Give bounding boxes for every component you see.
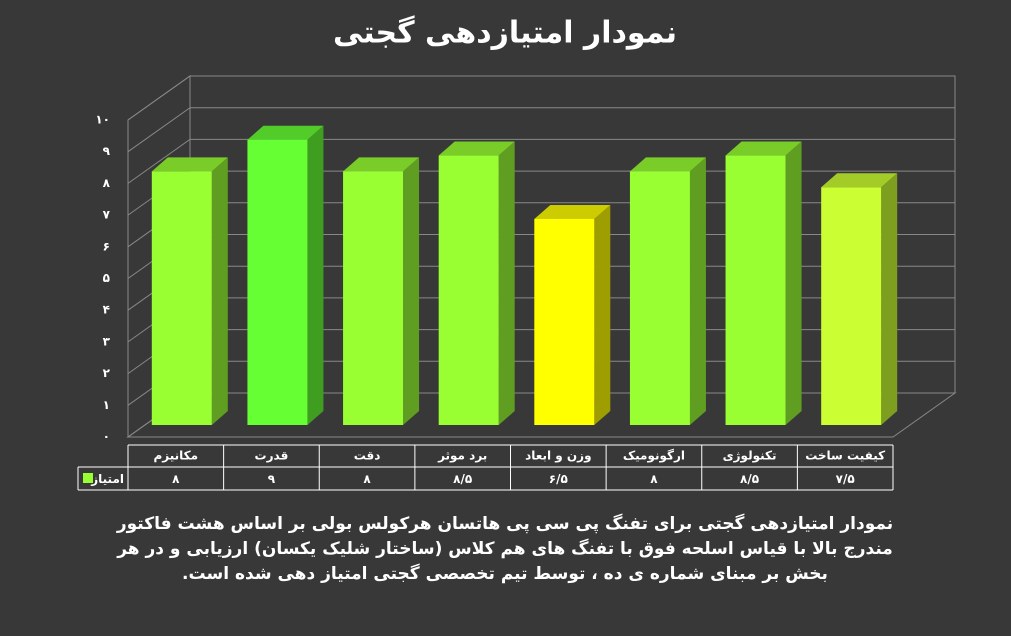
x-tick-label: دقت (354, 449, 381, 463)
x-tick-label: کیفیت ساخت (805, 449, 885, 463)
bar-top (343, 157, 420, 172)
y-tick-label: ۵ (103, 271, 110, 285)
bar-top (438, 141, 515, 156)
bar (821, 187, 882, 425)
y-tick-label: ۲ (103, 366, 111, 380)
y-tick-label: ۶ (103, 239, 110, 253)
legend-swatch (83, 473, 93, 483)
value-label: ۷/۵ (836, 472, 855, 486)
bar-side (403, 157, 420, 425)
bar-side (785, 141, 802, 426)
value-label: ۸ (363, 472, 371, 486)
value-label: ۸ (650, 472, 658, 486)
bar (343, 171, 404, 425)
value-label: ۶/۵ (549, 472, 568, 486)
bar (534, 218, 595, 425)
bar-top (629, 157, 706, 172)
bar-top (534, 204, 611, 219)
bar-top (247, 125, 324, 140)
chart: نمودار امتیازدهی گجتی ۰ ۱ ۲ ۳ ۴ ۵ ۶ ۷ ۸ ۹ ۱۰ مکانیز… (77, 15, 957, 491)
x-tick-label: تکنولوژی (723, 449, 777, 464)
caption-line: مندرج بالا با قیاس اسلحه فوق با تفنگ های… (117, 539, 893, 559)
legend-label: امتیاز (90, 472, 124, 486)
caption: نمودار امتیازدهی گجتی برای تفنگ پی سی پی… (60, 512, 950, 587)
grid-line (127, 75, 955, 121)
grid-line (127, 107, 955, 153)
x-tick-label: برد موثر (437, 449, 487, 464)
bar (725, 155, 786, 426)
y-tick-label: ۳ (103, 334, 111, 348)
y-tick-label: ۷ (103, 208, 111, 222)
x-tick-label: مکانیزم (154, 449, 199, 464)
bar-side (211, 157, 228, 425)
bar-side (594, 204, 611, 425)
x-tick-label: ارگونومیک (623, 449, 685, 464)
value-label: ۸/۵ (453, 472, 472, 486)
grid-line (127, 138, 955, 184)
bar-top (151, 157, 228, 172)
value-label: ۸/۵ (740, 472, 759, 486)
bar-side (498, 141, 515, 426)
value-label: ۸ (172, 472, 180, 486)
x-tick-label: وزن و ابعاد (525, 449, 591, 464)
bar-side (881, 173, 898, 425)
y-tick-label: ۴ (103, 303, 110, 317)
bar-side (689, 157, 706, 425)
y-tick-label: ۱ (103, 398, 110, 412)
y-tick-label: ۸ (103, 176, 111, 190)
caption-line: بخش بر مبنای شماره ی ده ، توسط تیم تخصصی… (182, 564, 828, 584)
value-label: ۹ (268, 472, 276, 486)
bar-top (725, 141, 802, 156)
bar (247, 139, 308, 425)
bar-side (307, 125, 324, 425)
y-tick-label: ۹ (103, 144, 111, 158)
x-tick-label: قدرت (255, 449, 289, 463)
bar (438, 155, 499, 426)
bar (151, 171, 212, 425)
y-tick-label: ۰ (103, 430, 110, 444)
chart-title: نمودار امتیازدهی گجتی (333, 15, 677, 51)
bar (629, 171, 690, 425)
y-tick-label: ۱۰ (95, 113, 110, 127)
bar-top (821, 173, 898, 188)
caption-line: نمودار امتیازدهی گجتی برای تفنگ پی سی پی… (116, 514, 894, 534)
